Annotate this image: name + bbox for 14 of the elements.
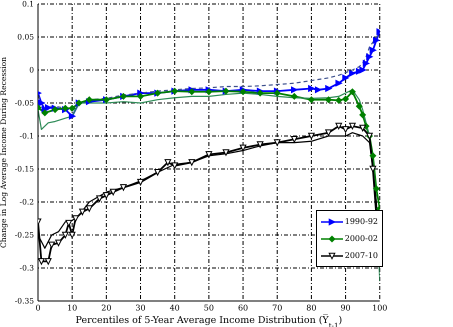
x-tick-label: 80 (306, 304, 316, 313)
x-tick-label: 10 (67, 304, 78, 313)
x-tick-label: 70 (272, 304, 282, 313)
x-tick-label: 50 (204, 304, 214, 313)
x-tick-label: 20 (101, 304, 112, 313)
x-tick-label: 0 (35, 304, 41, 313)
x-tick-label: 90 (340, 304, 351, 313)
x-tick-label: 40 (170, 304, 180, 313)
legend-label: 2000-02 (344, 234, 378, 243)
legend-label: 1990-92 (344, 217, 378, 226)
x-tick-label: 30 (135, 304, 146, 313)
x-tick-label: 100 (372, 304, 388, 313)
x-tick-label: 60 (238, 304, 248, 313)
legend-label: 2007-10 (344, 251, 378, 260)
